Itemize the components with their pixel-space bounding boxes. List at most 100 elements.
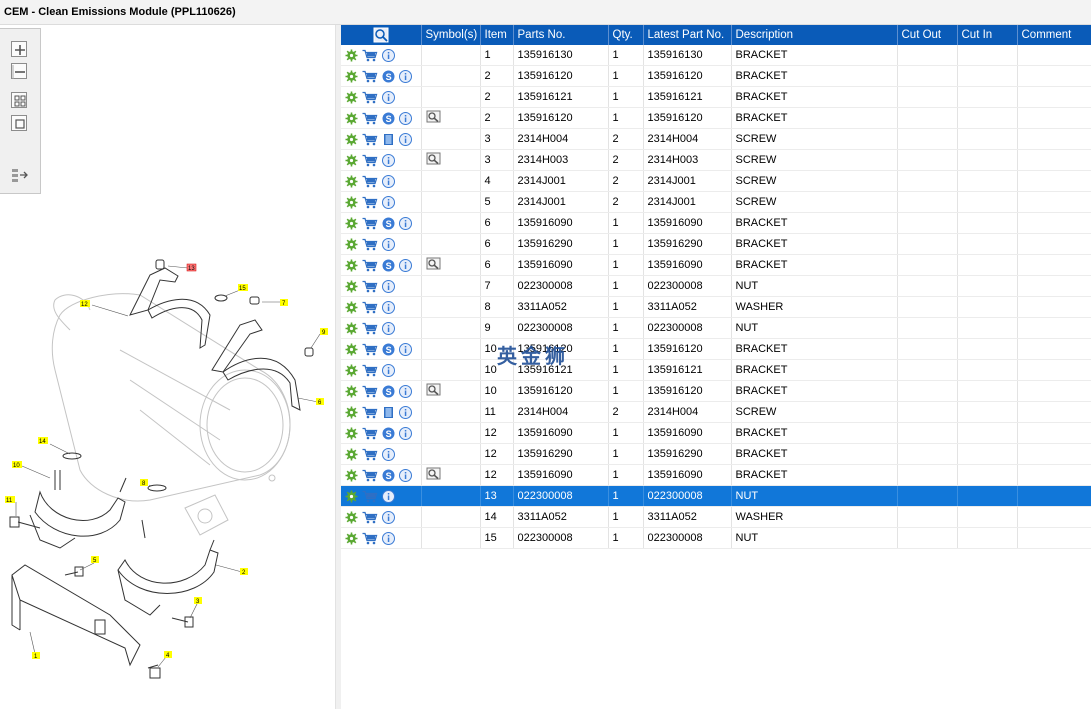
row-parts-no-cell[interactable]: 2314H003 (513, 149, 609, 171)
row-comment-cell[interactable] (1017, 296, 1091, 318)
callout-4[interactable] (164, 651, 172, 658)
row-parts-no-cell[interactable]: 135916120 (513, 380, 609, 402)
shopping-cart-icon[interactable] (362, 427, 378, 440)
row-comment-cell[interactable] (1017, 107, 1091, 129)
info-icon[interactable] (399, 69, 412, 83)
shopping-cart-icon[interactable] (362, 112, 378, 125)
row-comment-cell[interactable] (1017, 45, 1091, 66)
row-latest-part-no-cell[interactable]: 135916120 (643, 65, 732, 87)
shopping-cart-icon[interactable] (362, 322, 378, 335)
row-cut-in-cell[interactable] (957, 359, 1018, 381)
row-qty-cell[interactable]: 2 (608, 128, 644, 150)
row-cut-out-cell[interactable] (897, 317, 958, 339)
row-latest-part-no-cell[interactable]: 2314J001 (643, 191, 732, 213)
row-qty-cell[interactable]: 1 (608, 485, 644, 507)
row-qty-cell[interactable]: 1 (608, 380, 644, 402)
row-item-cell[interactable]: 13 (480, 485, 514, 507)
settings-gear-icon[interactable] (345, 490, 358, 503)
row-cut-in-cell[interactable] (957, 45, 1018, 66)
row-description-cell[interactable]: BRACKET (731, 464, 898, 486)
table-row[interactable]: 14 3311A052 1 3311A052 WASHER (341, 506, 1091, 528)
settings-gear-icon[interactable] (345, 238, 358, 251)
row-cut-out-cell[interactable] (897, 527, 958, 549)
row-cut-in-cell[interactable] (957, 212, 1018, 234)
row-parts-no-cell[interactable]: 022300008 (513, 275, 609, 297)
fit-window-button[interactable] (11, 115, 27, 131)
row-cut-in-cell[interactable] (957, 527, 1018, 549)
row-item-cell[interactable]: 10 (480, 338, 514, 360)
table-row[interactable]: S 2 135916120 1 135916120 BRACKET (341, 65, 1091, 87)
row-item-cell[interactable]: 14 (480, 506, 514, 528)
row-cut-out-cell[interactable] (897, 86, 958, 108)
row-item-cell[interactable]: 2 (480, 65, 514, 87)
row-description-cell[interactable]: NUT (731, 317, 898, 339)
row-cut-out-cell[interactable] (897, 359, 958, 381)
row-latest-part-no-cell[interactable]: 2314H004 (643, 401, 732, 423)
settings-gear-icon[interactable] (345, 427, 358, 440)
row-cut-out-cell[interactable] (897, 443, 958, 465)
row-description-cell[interactable]: BRACKET (731, 233, 898, 255)
row-cut-out-cell[interactable] (897, 506, 958, 528)
settings-gear-icon[interactable] (345, 91, 358, 104)
table-row[interactable]: 9 022300008 1 022300008 NUT (341, 317, 1091, 339)
shopping-cart-icon[interactable] (362, 175, 378, 188)
row-latest-part-no-cell[interactable]: 022300008 (643, 275, 732, 297)
row-qty-cell[interactable]: 1 (608, 233, 644, 255)
table-row[interactable]: 10 135916121 1 135916121 BRACKET (341, 359, 1091, 381)
row-description-cell[interactable]: BRACKET (731, 86, 898, 108)
row-item-cell[interactable]: 8 (480, 296, 514, 318)
row-comment-cell[interactable] (1017, 233, 1091, 255)
row-parts-no-cell[interactable]: 2314J001 (513, 191, 609, 213)
search-drawing-icon[interactable] (373, 27, 389, 43)
row-cut-out-cell[interactable] (897, 254, 958, 276)
callout-15[interactable] (238, 284, 248, 291)
row-cut-out-cell[interactable] (897, 296, 958, 318)
callout-1[interactable] (32, 652, 40, 659)
row-comment-cell[interactable] (1017, 380, 1091, 402)
table-row[interactable]: 6 135916290 1 135916290 BRACKET (341, 233, 1091, 255)
table-row[interactable]: 12 135916290 1 135916290 BRACKET (341, 443, 1091, 465)
settings-gear-icon[interactable] (345, 49, 358, 62)
row-parts-no-cell[interactable]: 135916090 (513, 464, 609, 486)
table-row[interactable]: 2 135916121 1 135916121 BRACKET (341, 86, 1091, 108)
info-icon[interactable] (382, 90, 395, 104)
supersession-icon[interactable]: S (382, 259, 395, 272)
row-item-cell[interactable]: 11 (480, 401, 514, 423)
zoom-out-button[interactable] (11, 63, 27, 79)
row-comment-cell[interactable] (1017, 464, 1091, 486)
settings-gear-icon[interactable] (345, 133, 358, 146)
settings-gear-icon[interactable] (345, 217, 358, 230)
row-cut-out-cell[interactable] (897, 485, 958, 507)
row-qty-cell[interactable]: 2 (608, 149, 644, 171)
manual-book-icon[interactable] (382, 406, 395, 419)
row-cut-in-cell[interactable] (957, 128, 1018, 150)
table-row[interactable]: 5 2314J001 2 2314J001 SCREW (341, 191, 1091, 213)
table-row[interactable]: 1 135916130 1 135916130 BRACKET (341, 45, 1091, 66)
settings-gear-icon[interactable] (345, 280, 358, 293)
settings-gear-icon[interactable] (345, 112, 358, 125)
row-description-cell[interactable]: WASHER (731, 296, 898, 318)
row-description-cell[interactable]: SCREW (731, 401, 898, 423)
callout-6[interactable] (316, 398, 324, 405)
row-qty-cell[interactable]: 1 (608, 65, 644, 87)
row-cut-in-cell[interactable] (957, 401, 1018, 423)
row-latest-part-no-cell[interactable]: 022300008 (643, 317, 732, 339)
row-parts-no-cell[interactable]: 135916121 (513, 86, 609, 108)
row-cut-out-cell[interactable] (897, 401, 958, 423)
info-icon[interactable] (382, 510, 395, 524)
table-row[interactable]: 3 2314H004 2 2314H004 SCREW (341, 128, 1091, 150)
row-latest-part-no-cell[interactable]: 3311A052 (643, 506, 732, 528)
row-cut-in-cell[interactable] (957, 338, 1018, 360)
row-cut-out-cell[interactable] (897, 45, 958, 66)
row-description-cell[interactable]: BRACKET (731, 212, 898, 234)
row-parts-no-cell[interactable]: 2314J001 (513, 170, 609, 192)
callout-7[interactable] (280, 299, 288, 306)
row-qty-cell[interactable]: 1 (608, 296, 644, 318)
row-qty-cell[interactable]: 1 (608, 275, 644, 297)
shopping-cart-icon[interactable] (362, 301, 378, 314)
row-parts-no-cell[interactable]: 3311A052 (513, 506, 609, 528)
illustration-pane[interactable]: 1 2 3 4 5 6 7 8 9 10 11 12 13 1 (0, 25, 335, 709)
callout-13-highlighted[interactable] (186, 263, 197, 272)
row-item-cell[interactable]: 3 (480, 149, 514, 171)
row-qty-cell[interactable]: 1 (608, 527, 644, 549)
